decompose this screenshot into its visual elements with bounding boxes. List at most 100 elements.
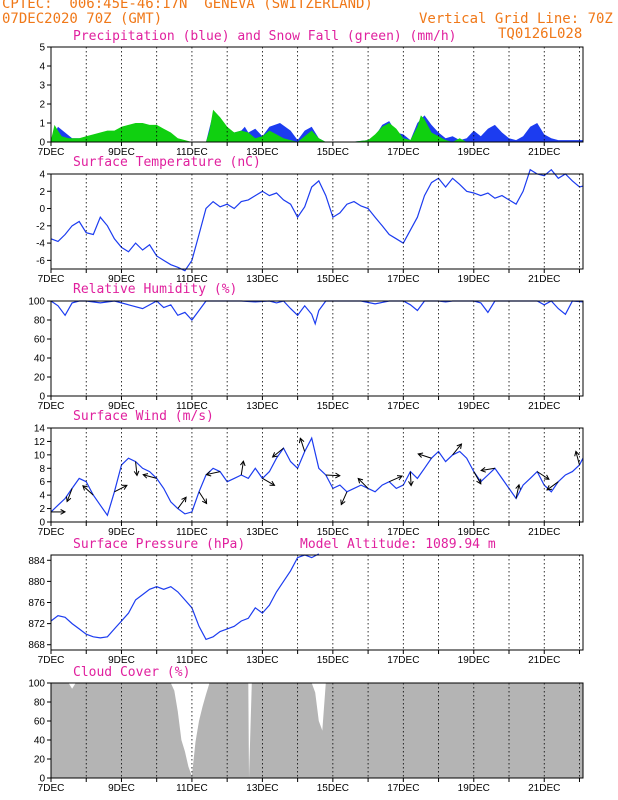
wind-direction-arrow	[299, 438, 306, 452]
wind-arrowhead	[60, 509, 67, 515]
cloud-xtick-label: 11DEC	[176, 783, 208, 794]
cloud-xtick-label: 21DEC	[528, 783, 560, 794]
rh-xtick-label: 13DEC	[246, 401, 278, 412]
precip-title: Precipitation (blue) and Snow Fall (gree…	[73, 29, 457, 44]
cloud-ytick-label: 60	[34, 717, 46, 728]
wind-direction-arrow	[409, 471, 412, 486]
pressure-ytick-label: 880	[28, 577, 45, 588]
wind-direction-arrow	[546, 481, 559, 491]
wind-ytick-label: 10	[34, 450, 46, 461]
header-vertical-grid-line: Vertical Grid Line: 70Z	[419, 11, 613, 27]
wind-arrowhead	[298, 437, 305, 444]
rh-xtick-label: 21DEC	[528, 401, 560, 412]
temp-xtick-label: 11DEC	[176, 274, 208, 285]
cloud-ytick-label: 40	[34, 736, 46, 747]
precip-ytick-label: 5	[39, 43, 45, 54]
rh-xtick-label: 7DEC	[38, 401, 65, 412]
rh-title: Relative Humidity (%)	[73, 282, 238, 297]
wind-arrowhead	[357, 477, 364, 484]
temp-ytick-label: -2	[36, 221, 45, 232]
wind-direction-arrow	[515, 484, 520, 499]
model-altitude-label: Model Altitude: 1089.94 m	[300, 537, 496, 552]
wind-arrowhead	[396, 475, 403, 481]
pressure-ytick-label: 868	[28, 640, 45, 651]
wind-xtick-label: 17DEC	[387, 527, 419, 538]
wind-arrowhead	[82, 485, 88, 491]
wind-ytick-label: 2	[39, 504, 45, 515]
wind-xtick-label: 19DEC	[458, 527, 490, 538]
wind-direction-arrow	[389, 475, 403, 483]
temp-xtick-label: 7DEC	[38, 274, 65, 285]
wind-direction-arrow	[143, 474, 157, 479]
cloud-ytick-label: 20	[34, 755, 46, 766]
wind-arrowhead	[417, 452, 424, 458]
wind-arrowhead	[181, 496, 187, 503]
temp-xtick-label: 15DEC	[317, 274, 349, 285]
temp-series-0	[50, 168, 584, 272]
wind-xtick-label: 11DEC	[176, 527, 208, 538]
wind-arrowhead	[133, 470, 140, 477]
wind-direction-arrow	[262, 477, 275, 486]
cloud-title: Cloud Cover (%)	[73, 665, 191, 680]
cloud-xtick-label: 13DEC	[246, 783, 278, 794]
precip-ytick-label: 3	[39, 81, 45, 92]
cloud-ytick-label: 100	[28, 679, 45, 690]
wind-direction-arrow	[325, 474, 340, 477]
pressure-xtick-label: 17DEC	[387, 655, 419, 666]
rh-ytick-label: 40	[34, 354, 46, 365]
temp-frame	[50, 173, 584, 270]
wind-direction-arrow	[575, 451, 580, 466]
cloud-series-0	[51, 683, 583, 778]
rh-ytick-label: 100	[28, 297, 45, 308]
temp-title: Surface Temperature (nC)	[73, 155, 261, 170]
rh-xtick-label: 17DEC	[387, 401, 419, 412]
pressure-ytick-label: 884	[28, 556, 45, 567]
wind-arrowhead	[269, 480, 276, 486]
temp-ytick-label: -6	[36, 256, 45, 267]
pressure-series-0	[50, 553, 320, 641]
cloud-xtick-label: 17DEC	[387, 783, 419, 794]
wind-direction-arrow	[206, 471, 221, 476]
wind-arrowhead	[515, 483, 521, 490]
wind-title: Surface Wind (m/s)	[73, 409, 214, 424]
wind-xtick-label: 13DEC	[246, 527, 278, 538]
rh-ytick-label: 20	[34, 373, 46, 384]
wind-xtick-label: 7DEC	[38, 527, 65, 538]
wind-ytick-label: 0	[39, 518, 45, 529]
precip-ytick-label: 0	[39, 138, 45, 149]
wind-direction-arrow	[357, 478, 369, 489]
wind-arrowhead	[240, 460, 246, 467]
precip-xtick-label: 7DEC	[38, 147, 65, 158]
temp-ytick-label: 2	[39, 187, 45, 198]
wind-arrowhead	[546, 485, 553, 491]
rh-xtick-label: 19DEC	[458, 401, 490, 412]
precip-ytick-label: 1	[39, 119, 45, 130]
wind-direction-arrow	[481, 467, 495, 471]
wind-direction-arrow	[240, 461, 244, 476]
wind-direction-arrow	[198, 491, 208, 504]
wind-direction-arrow	[272, 447, 284, 458]
precip-xtick-label: 11DEC	[176, 147, 208, 158]
wind-direction-arrow	[340, 491, 348, 505]
precip-ytick-label: 2	[39, 100, 45, 111]
wind-arrowhead	[205, 470, 212, 477]
wind-arrowhead	[480, 467, 486, 473]
header-station: CPTEC: 006:45E-46:17N GENEVA (SWITZERLAN…	[2, 0, 373, 12]
temp-xtick-label: 19DEC	[458, 274, 490, 285]
wind-arrowhead	[121, 484, 128, 490]
wind-series-0	[50, 436, 584, 517]
wind-frame	[50, 427, 584, 523]
wind-direction-arrow	[82, 485, 94, 496]
wind-arrowhead	[335, 472, 341, 479]
cloud-xtick-label: 19DEC	[458, 783, 490, 794]
cloud-ytick-label: 0	[39, 774, 45, 785]
wind-ytick-label: 6	[39, 477, 45, 488]
rh-ytick-label: 0	[39, 392, 45, 403]
precip-xtick-label: 21DEC	[528, 147, 560, 158]
wind-direction-arrow	[418, 453, 432, 459]
wind-direction-arrow	[114, 484, 128, 493]
pressure-xtick-label: 21DEC	[528, 655, 560, 666]
wind-arrowhead	[456, 443, 463, 449]
precip-series-1	[51, 109, 583, 142]
